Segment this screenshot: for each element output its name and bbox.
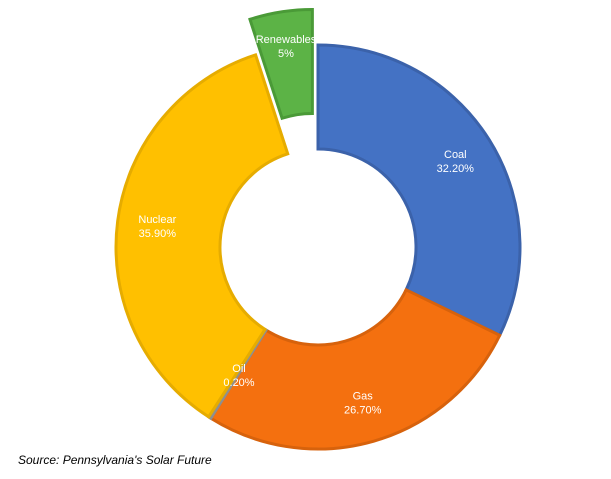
slice-value-oil: 0.20% [223,377,254,389]
slice-value-coal: 32.20% [437,163,475,175]
slice-gas [208,287,502,451]
slice-label-gas: Gas [353,391,374,403]
slice-value-renewables: 5% [278,48,294,60]
slice-label-nuclear: Nuclear [138,214,176,226]
slice-nuclear [114,52,290,419]
slice-label-oil: Oil [232,363,245,375]
slice-renewables [248,7,314,121]
slice-label-coal: Coal [444,149,467,161]
slice-label-renewables: Renewables [256,34,317,46]
source-note: Source: Pennsylvania's Solar Future [18,453,212,467]
slice-coal [316,43,522,338]
slice-value-gas: 26.70% [344,405,382,417]
slice-value-nuclear: 35.90% [139,228,177,240]
labels-layer: Coal 32.20% Gas 26.70% Oil 0.20% Nuclear 35.90%… [138,34,474,417]
slices-layer [114,7,522,451]
